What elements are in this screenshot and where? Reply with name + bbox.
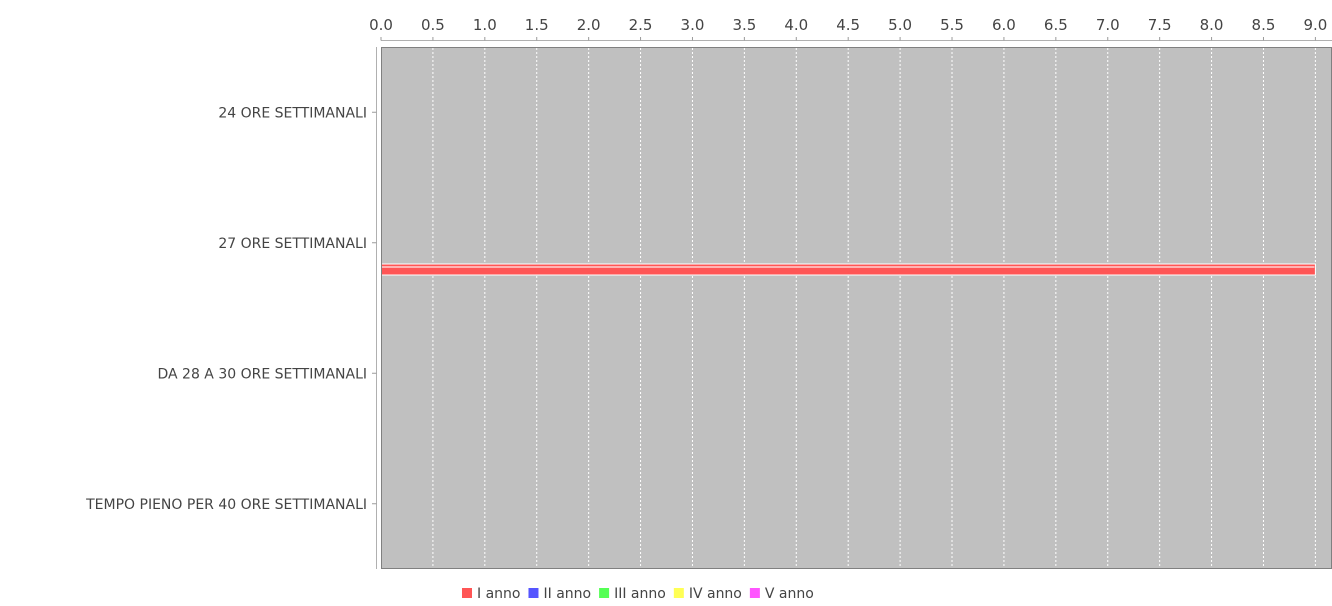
bar bbox=[380, 263, 1316, 276]
legend-label: II anno bbox=[543, 586, 591, 602]
x-tick-label: 0.5 bbox=[421, 16, 445, 34]
x-tick-label: 9.0 bbox=[1303, 16, 1327, 34]
x-tick-label: 1.5 bbox=[525, 16, 549, 34]
x-tick-label: 2.0 bbox=[577, 16, 601, 34]
x-tick-label: 1.0 bbox=[473, 16, 497, 34]
x-tick-label: 3.0 bbox=[681, 16, 705, 34]
y-tick-label: TEMPO PIENO PER 40 ORE SETTIMANALI bbox=[85, 497, 367, 513]
legend-swatch bbox=[462, 588, 472, 598]
legend-swatch bbox=[673, 588, 684, 598]
legend-label: III anno bbox=[614, 586, 666, 602]
x-tick-label: 4.0 bbox=[784, 16, 808, 34]
x-tick-marks bbox=[380, 37, 1316, 41]
x-tick-label: 5.0 bbox=[888, 16, 912, 34]
legend-label: I anno bbox=[477, 586, 520, 602]
plot-area-group bbox=[380, 47, 1332, 569]
plot-area bbox=[381, 47, 1332, 569]
x-tick-label: 6.5 bbox=[1044, 16, 1068, 34]
legend-swatch bbox=[528, 588, 539, 598]
x-tick-label: 3.5 bbox=[732, 16, 756, 34]
bars bbox=[380, 263, 1316, 276]
x-tick-label: 7.0 bbox=[1096, 16, 1120, 34]
x-axis: 0.0 0.5 1.0 1.5 2.0 2.5 3.0 3.5 4.0 4.5 5.0 5.5 6.0 6… bbox=[369, 16, 1332, 41]
x-tick-label: 4.5 bbox=[836, 16, 860, 34]
x-tick-label: 0.0 bbox=[369, 16, 393, 34]
x-tick-label: 7.5 bbox=[1148, 16, 1172, 34]
x-tick-labels: 0.0 0.5 1.0 1.5 2.0 2.5 3.0 3.5 4.0 4.5 5.0 5.5 6.0 6… bbox=[369, 16, 1327, 34]
legend: I anno II anno III anno IV anno V anno bbox=[462, 586, 814, 602]
legend-label: V anno bbox=[765, 586, 814, 602]
x-tick-label: 8.5 bbox=[1252, 16, 1276, 34]
y-tick-labels: 24 ORE SETTIMANALI 27 ORE SETTIMANALI DA 2… bbox=[85, 105, 367, 513]
x-tick-label: 6.0 bbox=[992, 16, 1016, 34]
y-tick-label: DA 28 A 30 ORE SETTIMANALI bbox=[157, 366, 367, 382]
legend-swatch bbox=[749, 588, 760, 598]
grid-lines bbox=[380, 48, 1316, 568]
bar-highlight bbox=[382, 266, 1315, 268]
legend-label: IV anno bbox=[689, 586, 742, 602]
x-tick-label: 5.5 bbox=[940, 16, 964, 34]
y-tick-label: 27 ORE SETTIMANALI bbox=[218, 236, 367, 252]
y-tick-label: 24 ORE SETTIMANALI bbox=[218, 105, 367, 121]
x-tick-label: 8.0 bbox=[1200, 16, 1224, 34]
legend-swatch bbox=[599, 588, 610, 598]
x-tick-label: 2.5 bbox=[629, 16, 653, 34]
y-axis: 24 ORE SETTIMANALI 27 ORE SETTIMANALI DA 2… bbox=[85, 47, 377, 569]
y-tick-marks bbox=[372, 111, 377, 505]
